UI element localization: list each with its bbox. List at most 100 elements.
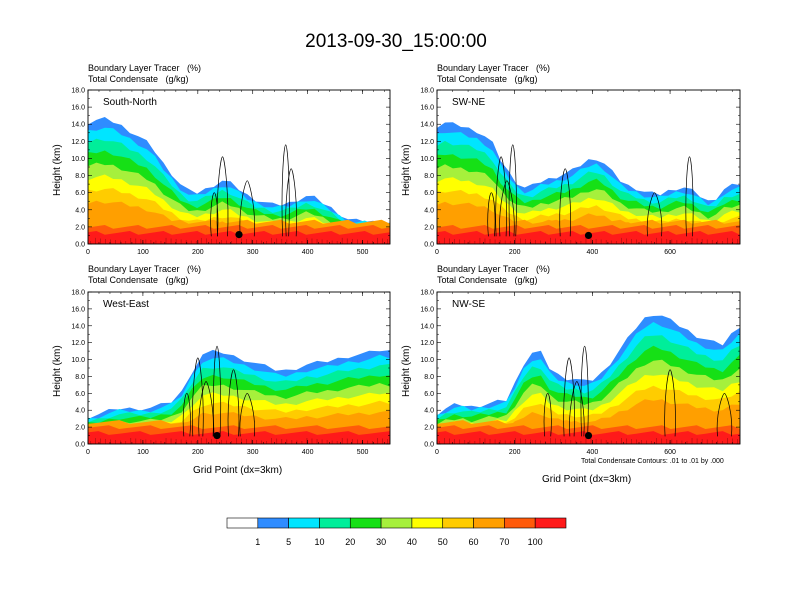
colorbar-label: 40 xyxy=(407,537,417,547)
x-tick-label: 0 xyxy=(435,449,439,456)
y-tick-label: 18.0 xyxy=(71,290,85,297)
figure-title: 2013-09-30_15:00:00 xyxy=(305,31,487,52)
plot-area xyxy=(88,90,390,244)
panel-south-north: South-North 0.0 2.0 4.0 6.0 8.0 10.0 12.0 14.0 16… xyxy=(71,88,391,256)
y-tick-label: 4.0 xyxy=(424,207,434,214)
location-marker xyxy=(213,431,221,440)
y-tick-label: 6.0 xyxy=(75,391,85,398)
y-tick-label: 10.0 xyxy=(71,357,85,364)
colorbar-swatch xyxy=(380,517,413,529)
y-tick-label: 18.0 xyxy=(71,88,85,95)
panel-west-east: West-East 0.0 2.0 4.0 6.0 8.0 10.0 12.0 14.0 16.0… xyxy=(71,290,391,456)
colorbar-swatch xyxy=(473,517,505,529)
x-axis-title: Grid Point (dx=3km) xyxy=(542,474,632,485)
y-axis-title: Height (km) xyxy=(52,345,63,397)
location-marker xyxy=(584,431,593,440)
condensate-contour xyxy=(559,168,571,237)
x-tick-label: 400 xyxy=(587,449,599,456)
x-tick-label: 300 xyxy=(247,449,259,456)
condensate-contour xyxy=(198,381,214,437)
contour-footnote: Total Condensate Contours: .01 to .01 by… xyxy=(581,458,724,465)
y-tick-label: 10.0 xyxy=(420,156,434,163)
condensate-contour xyxy=(182,392,191,437)
y-tick-label: 18.0 xyxy=(420,290,434,297)
x-tick-label: 500 xyxy=(357,249,369,256)
x-tick-label: 200 xyxy=(509,449,521,456)
condensate-contour xyxy=(213,345,222,437)
colorbar-label: 5 xyxy=(286,537,291,547)
x-tick-label: 300 xyxy=(247,249,259,256)
y-tick-label: 12.0 xyxy=(420,139,434,146)
panel-title: Boundary Layer Tracer (%) Total Condensat… xyxy=(437,63,551,84)
x-tick-label: 200 xyxy=(509,249,521,256)
colorbar-label: 100 xyxy=(528,537,543,547)
y-tick-label: 14.0 xyxy=(71,323,85,330)
condensate-contour xyxy=(216,156,229,237)
condensate-contour xyxy=(664,369,676,437)
panel-label: NW-SE xyxy=(452,299,485,310)
condensate-contour xyxy=(487,192,496,237)
plot-area xyxy=(437,90,740,244)
colorbar-label: 10 xyxy=(314,537,324,547)
colorbar-label: 60 xyxy=(469,537,479,547)
panel-nw-se: NW-SE 0.0 2.0 4.0 6.0 8.0 10.0 12.0 14.0 16.0 18.0… xyxy=(420,290,741,456)
y-tick-label: 6.0 xyxy=(75,190,85,197)
condensate-contour xyxy=(716,392,733,437)
panel-sw-ne: SW-NE 0.0 2.0 4.0 6.0 8.0 10.0 12.0 14.0 16.0 18.0… xyxy=(420,88,741,256)
x-tick-label: 200 xyxy=(192,249,204,256)
y-tick-label: 0.0 xyxy=(424,442,434,449)
y-tick-label: 6.0 xyxy=(424,391,434,398)
y-axis-title: Height (km) xyxy=(401,345,412,397)
y-axis-title: Height (km) xyxy=(401,144,412,196)
colorbar-swatch xyxy=(257,517,289,529)
panel-label: SW-NE xyxy=(452,97,485,108)
condensate-contour xyxy=(499,180,515,237)
panel-title: Boundary Layer Tracer (%) Total Condensat… xyxy=(88,63,202,84)
plot-area xyxy=(437,292,740,444)
y-tick-label: 16.0 xyxy=(420,105,434,112)
condensate-contour xyxy=(210,192,219,237)
condensate-contour xyxy=(563,357,575,437)
y-tick-label: 8.0 xyxy=(75,173,85,180)
condensate-contour xyxy=(227,369,240,437)
location-marker xyxy=(584,231,593,240)
colorbar-label: 30 xyxy=(376,537,386,547)
y-tick-label: 4.0 xyxy=(75,207,85,214)
y-tick-label: 2.0 xyxy=(424,224,434,231)
y-tick-label: 8.0 xyxy=(424,173,434,180)
y-tick-label: 16.0 xyxy=(71,306,85,313)
y-tick-label: 6.0 xyxy=(424,190,434,197)
y-tick-label: 14.0 xyxy=(420,323,434,330)
y-tick-label: 2.0 xyxy=(75,425,85,432)
boundary-layer-band xyxy=(88,431,390,444)
condensate-contour xyxy=(569,381,585,437)
x-tick-label: 600 xyxy=(664,249,676,256)
colorbar-swatch xyxy=(534,517,567,529)
condensate-contour xyxy=(543,392,552,437)
x-tick-label: 400 xyxy=(302,249,314,256)
x-tick-label: 400 xyxy=(587,249,599,256)
colorbar-label: 1 xyxy=(255,537,260,547)
colorbar-swatch xyxy=(288,517,320,529)
y-tick-label: 12.0 xyxy=(71,139,85,146)
colorbar-swatch xyxy=(349,517,382,529)
colorbar-swatch xyxy=(226,517,259,529)
x-tick-label: 500 xyxy=(357,449,369,456)
y-axis-title: Height (km) xyxy=(52,144,63,196)
panel-label: South-North xyxy=(103,97,157,108)
condensate-contour xyxy=(495,156,507,237)
colorbar-swatch xyxy=(442,517,474,529)
condensate-contour xyxy=(580,345,589,437)
colorbar-swatch xyxy=(319,517,351,529)
x-tick-label: 0 xyxy=(86,249,90,256)
x-axis-title: Grid Point (dx=3km) xyxy=(193,465,283,476)
x-tick-label: 100 xyxy=(137,249,149,256)
condensate-contour xyxy=(239,180,255,237)
location-marker xyxy=(235,230,243,239)
plot-area xyxy=(88,292,390,444)
condensate-contour xyxy=(281,144,290,237)
panel-title: Boundary Layer Tracer (%) Total Condensat… xyxy=(88,264,202,285)
colorbar-swatch xyxy=(504,517,536,529)
y-tick-label: 14.0 xyxy=(420,122,434,129)
y-tick-label: 0.0 xyxy=(424,242,434,249)
